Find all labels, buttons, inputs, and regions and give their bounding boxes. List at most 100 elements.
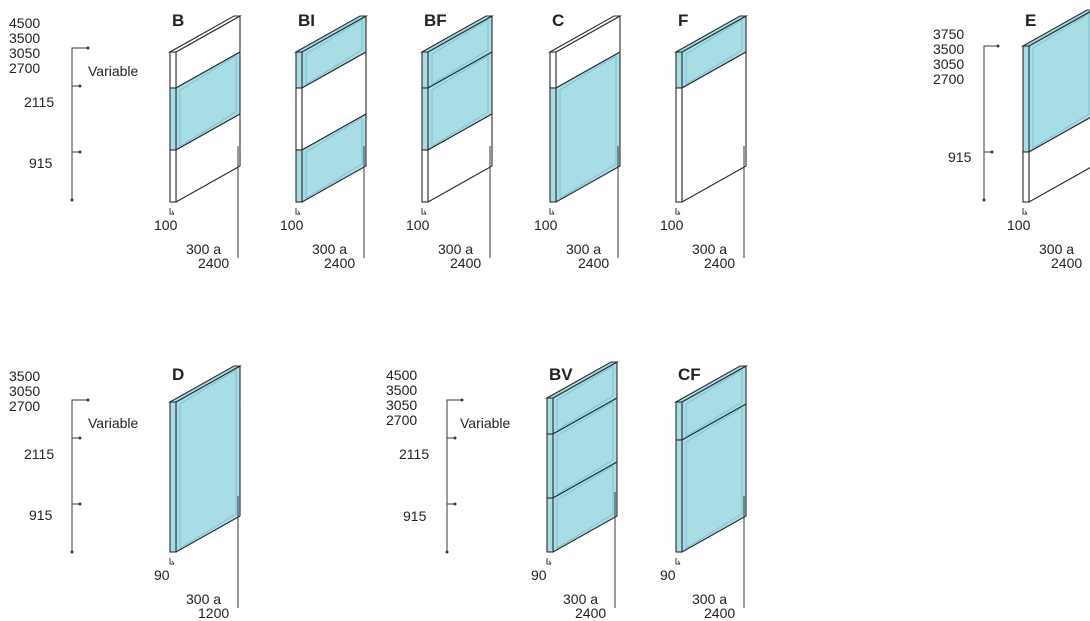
variable-label: Variable xyxy=(88,415,139,431)
dimension-tick xyxy=(86,398,90,402)
height-label: 3500 xyxy=(933,41,964,57)
height-label: 4500 xyxy=(9,15,40,31)
width-value: 300 a xyxy=(1039,241,1074,257)
bottom-marker xyxy=(295,208,301,215)
width-value: 300 a xyxy=(566,241,601,257)
height-scale-1: 4500 3500 3050 2700 2115 915 Variable xyxy=(9,15,139,202)
dimension-tick xyxy=(460,398,464,402)
width-value: 2400 xyxy=(324,255,355,271)
bottom-marker xyxy=(675,558,681,565)
panel-edge xyxy=(169,149,177,203)
height-scale-4: 4500 3500 3050 2700 2115 915 Variable xyxy=(386,367,511,554)
unit-label: B xyxy=(172,11,184,30)
height-dimension-line xyxy=(983,45,998,200)
panel-edge xyxy=(169,401,177,553)
height-mark-label: 915 xyxy=(29,155,53,171)
bottom-value: 90 xyxy=(660,567,676,583)
height-label: 2700 xyxy=(386,412,417,428)
glass-inner-frame xyxy=(685,407,743,549)
glass-inner-frame xyxy=(431,19,489,85)
dimension-tick xyxy=(990,150,994,154)
bottom-value: 100 xyxy=(406,217,430,233)
panel-top-cap xyxy=(293,15,369,53)
unit-label: F xyxy=(678,11,688,30)
width-value: 2400 xyxy=(704,255,735,271)
glass-inner-frame xyxy=(685,369,743,437)
height-label: 3050 xyxy=(9,383,40,399)
dimension-tick xyxy=(78,84,82,88)
glass-inner-frame xyxy=(559,55,617,199)
height-label: 3750 xyxy=(933,26,964,42)
panel-top-cap xyxy=(544,361,620,399)
panel-top-cap xyxy=(167,15,243,53)
unit-label: C xyxy=(552,11,564,30)
glass-inner-frame xyxy=(431,55,489,147)
bottom-value: 90 xyxy=(154,567,170,583)
panel-top-cap xyxy=(419,15,495,53)
dimension-tick xyxy=(78,436,82,440)
height-mark-label: 915 xyxy=(948,149,972,165)
glass-inner-frame xyxy=(556,401,614,495)
panel-edge xyxy=(295,51,303,89)
height-label: 2700 xyxy=(933,71,964,87)
width-value: 300 a xyxy=(692,241,727,257)
height-dimension-line xyxy=(71,47,88,200)
panel-edge xyxy=(421,87,429,151)
bottom-marker xyxy=(169,558,175,565)
panel-edge xyxy=(421,149,429,203)
dimension-tick xyxy=(70,198,74,202)
glass-inner-frame xyxy=(1032,13,1090,149)
bottom-marker xyxy=(546,558,552,565)
unit-label: E xyxy=(1025,11,1036,30)
dimension-tick xyxy=(453,502,457,506)
bottom-marker xyxy=(675,208,681,215)
glass-inner-frame xyxy=(556,465,614,549)
height-mark-label: 2115 xyxy=(24,446,54,462)
unit-label: BI xyxy=(298,11,315,30)
panel-top-cap xyxy=(1020,9,1090,47)
dimension-tick xyxy=(982,198,986,202)
width-value: 2400 xyxy=(575,605,606,621)
unit-label: CF xyxy=(678,365,701,384)
panel-edge xyxy=(421,51,429,89)
bottom-value: 100 xyxy=(534,217,558,233)
glass-inner-frame xyxy=(179,369,237,549)
dimension-tick xyxy=(78,502,82,506)
width-value: 2400 xyxy=(1051,255,1082,271)
dimension-tick xyxy=(445,550,449,554)
panel-edge xyxy=(546,433,554,499)
height-label: 4500 xyxy=(386,367,417,383)
bottom-marker xyxy=(1022,208,1028,215)
dimension-tick xyxy=(996,44,1000,48)
bottom-value: 100 xyxy=(154,217,178,233)
panel-edge xyxy=(295,149,303,203)
height-label: 3500 xyxy=(9,368,40,384)
panel-edge xyxy=(546,497,554,553)
glass-inner-frame xyxy=(685,19,743,85)
unit-label: BV xyxy=(549,365,573,384)
height-label: 3500 xyxy=(9,30,40,46)
bottom-marker xyxy=(421,208,427,215)
glass-inner-frame xyxy=(305,117,363,199)
glass-inner-frame xyxy=(556,365,614,431)
dimension-tick xyxy=(78,150,82,154)
bottom-value: 100 xyxy=(280,217,304,233)
panel-edge xyxy=(295,87,303,151)
glass-inner-frame xyxy=(305,19,363,85)
panel-edge xyxy=(675,401,683,441)
width-value: 300 a xyxy=(312,241,347,257)
height-label: 3050 xyxy=(9,45,40,61)
width-value: 300 a xyxy=(692,591,727,607)
unit-label: BF xyxy=(424,11,447,30)
height-mark-label: 915 xyxy=(29,507,53,523)
height-mark-label: 2115 xyxy=(399,446,429,462)
